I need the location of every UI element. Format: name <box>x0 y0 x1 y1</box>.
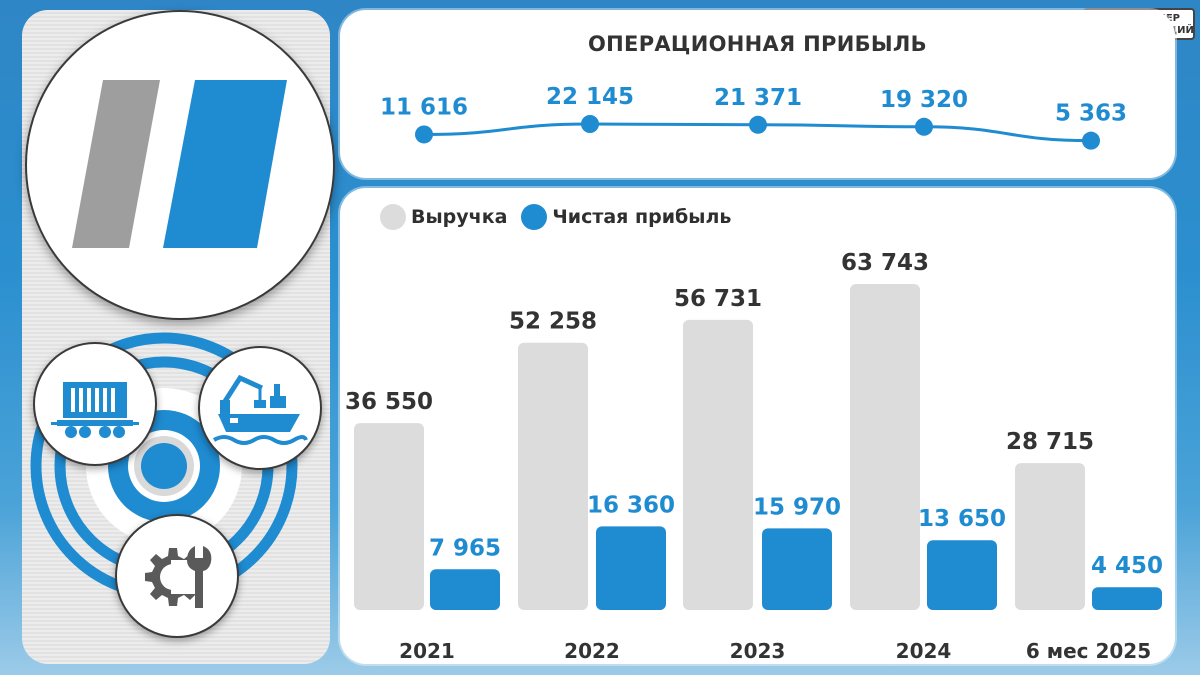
port-ship-crane-icon <box>212 374 308 445</box>
operating-profit-point <box>749 115 767 134</box>
port-badge <box>198 346 322 470</box>
legend-item-net-profit: Чистая прибыль <box>521 204 731 230</box>
company-logo-stripes <box>72 80 287 248</box>
service-badge <box>115 514 239 638</box>
revenue-label: 36 550 <box>345 389 433 415</box>
operating-profit-label: 19 320 <box>880 87 968 113</box>
legend-swatch-net-profit <box>521 204 548 230</box>
net-profit-label: 4 450 <box>1091 553 1163 579</box>
net-profit-bar <box>1092 587 1162 610</box>
revenue-label: 28 715 <box>1006 429 1094 455</box>
railcar-icon <box>51 382 139 438</box>
operating-profit-point <box>915 117 933 136</box>
revenue-bar <box>683 319 753 610</box>
revenue-profit-panel: Выручка Чистая прибыль 36 550 7 965 2021 52… <box>340 188 1175 664</box>
operating-profit-label: 5 363 <box>1055 101 1127 127</box>
revenue-profit-bar-chart: 36 550 7 965 2021 52 258 16 360 2022 56 731 15 … <box>345 250 1163 663</box>
legend-label-net-profit: Чистая прибыль <box>552 206 732 228</box>
legend-label-revenue: Выручка <box>411 206 508 228</box>
operating-profit-point <box>415 125 433 144</box>
revenue-bar <box>354 423 424 610</box>
category-label: 2024 <box>896 639 952 663</box>
category-label: 2022 <box>564 639 620 663</box>
gear-wrench-icon <box>145 546 212 608</box>
operating-profit-point <box>581 115 599 133</box>
revenue-bar <box>518 342 588 610</box>
company-logo <box>25 10 335 320</box>
operating-profit-point <box>1082 131 1100 150</box>
category-label: 2021 <box>399 639 455 663</box>
net-profit-bar <box>927 540 997 610</box>
net-profit-bar <box>430 569 500 610</box>
legend-swatch-revenue <box>380 204 406 230</box>
net-profit-label: 7 965 <box>429 535 501 561</box>
operating-profit-label: 22 145 <box>546 84 634 110</box>
operating-profit-label: 21 371 <box>714 85 802 111</box>
net-profit-label: 15 970 <box>753 494 841 520</box>
operating-profit-line-chart: 11 616 22 145 21 371 19 320 5 363 <box>380 84 1127 150</box>
operating-profit-label: 11 616 <box>380 94 468 120</box>
category-label: 2023 <box>730 639 786 663</box>
legend-item-revenue: Выручка <box>380 204 507 230</box>
revenue-label: 52 258 <box>509 309 597 335</box>
revenue-bar <box>1015 463 1085 610</box>
revenue-bar <box>850 284 920 610</box>
revenue-label: 63 743 <box>841 250 929 276</box>
net-profit-bar <box>596 526 666 610</box>
net-profit-bar <box>762 528 832 610</box>
net-profit-label: 13 650 <box>918 506 1006 532</box>
category-label: 6 мес 2025 <box>1026 639 1151 663</box>
net-profit-label: 16 360 <box>587 492 675 518</box>
revenue-label: 56 731 <box>674 286 762 312</box>
railcar-badge <box>33 342 157 466</box>
legend: Выручка Чистая прибыль <box>380 202 745 232</box>
operating-profit-panel: ОПЕРАЦИОННАЯ ПРИБЫЛЬ 11 616 22 145 21 371 1… <box>340 10 1175 178</box>
operating-profit-title: ОПЕРАЦИОННАЯ ПРИБЫЛЬ <box>588 32 927 56</box>
